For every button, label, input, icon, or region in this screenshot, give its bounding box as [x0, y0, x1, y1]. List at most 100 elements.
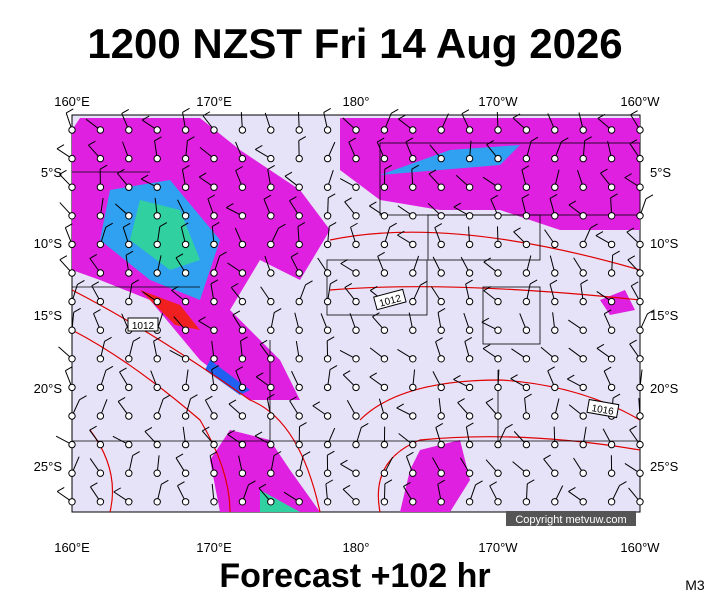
station: [323, 269, 332, 277]
station: [352, 326, 360, 334]
barb-tick: [568, 200, 577, 206]
station: [465, 469, 474, 477]
barb-tick: [312, 401, 321, 407]
station: [522, 240, 531, 249]
station: [607, 498, 616, 506]
station: [125, 269, 133, 277]
barb-tick: [259, 339, 268, 345]
station: [465, 297, 474, 306]
barb-tick: [205, 395, 213, 401]
copyright-box: [506, 511, 636, 526]
station: [125, 126, 133, 134]
station: [607, 240, 616, 249]
barb-tick: [505, 423, 513, 429]
station: [352, 469, 360, 477]
barb-tick: [131, 279, 140, 285]
isobar-label: 1016: [591, 403, 615, 418]
station: [579, 269, 587, 277]
barb-tick: [521, 193, 530, 199]
station: [295, 269, 303, 277]
lon-label: 160°W: [620, 540, 660, 555]
lat-label: 10°S: [34, 236, 63, 251]
station: [210, 240, 218, 249]
station: [267, 498, 275, 506]
barb-tick: [154, 136, 162, 142]
barb-tick: [323, 107, 331, 113]
barb-tick: [141, 115, 150, 121]
station: [636, 412, 644, 420]
station: [295, 383, 303, 392]
station: [238, 240, 247, 249]
barb-tick: [289, 196, 297, 202]
station: [238, 154, 247, 163]
barb-tick: [604, 309, 612, 315]
barb-tick: [419, 280, 428, 286]
station: [210, 326, 218, 334]
lon-label: 180°: [343, 94, 370, 109]
precipitation: [72, 118, 640, 512]
lon-label: 160°E: [54, 94, 90, 109]
station: [551, 469, 559, 477]
station: [522, 297, 531, 306]
station: [295, 498, 303, 506]
station: [210, 355, 218, 363]
barb-tick: [267, 393, 275, 399]
station: [551, 383, 559, 392]
station: [579, 326, 587, 334]
barb-tick: [350, 222, 358, 228]
barb-tick: [549, 279, 558, 285]
barb-tick: [326, 336, 335, 342]
barb-tick: [376, 137, 385, 143]
title: 1200 NZST Fri 14 Aug 2026: [87, 20, 622, 67]
station: [437, 383, 445, 392]
station: [68, 412, 76, 420]
barb-tick: [342, 370, 351, 376]
barb-tick: [397, 230, 405, 236]
station: [68, 440, 76, 449]
barb-tick: [207, 194, 216, 200]
barb-tick: [161, 479, 169, 485]
barb-tick: [457, 398, 465, 403]
barb-tick: [406, 451, 414, 457]
barb-tick: [584, 136, 592, 142]
station: [494, 326, 502, 334]
station: [579, 126, 587, 134]
barb-tick: [175, 453, 184, 459]
station: [636, 126, 644, 134]
station: [153, 126, 161, 134]
station: [551, 154, 559, 163]
station: [437, 326, 445, 334]
barb-tick: [428, 169, 437, 175]
barb-tick: [600, 168, 608, 174]
station: [323, 212, 332, 220]
barb-tick: [144, 426, 153, 432]
barb-tick: [56, 144, 65, 150]
station: [125, 469, 133, 477]
station: [153, 297, 161, 306]
barb-tick: [273, 308, 282, 313]
barb-tick: [612, 393, 621, 399]
station: [465, 412, 474, 420]
station: [380, 240, 389, 249]
station: [437, 240, 445, 249]
barb-tick: [125, 250, 134, 256]
station: [607, 326, 616, 334]
station: [323, 126, 332, 134]
barb-tick: [510, 374, 518, 380]
barb-tick: [132, 336, 141, 342]
station: [551, 212, 559, 220]
barb-tick: [93, 309, 101, 315]
barb-tick: [89, 425, 97, 431]
lon-label: 170°W: [478, 540, 518, 555]
station: [267, 469, 275, 477]
station: [522, 498, 531, 506]
barb-tick: [529, 279, 538, 285]
station: [437, 126, 445, 134]
barb-tick: [90, 482, 98, 488]
station: [267, 269, 275, 277]
station: [96, 469, 105, 477]
barb-tick: [162, 394, 171, 400]
isobar-label: 1012: [132, 321, 155, 332]
station: [579, 440, 587, 449]
station: [409, 469, 417, 477]
